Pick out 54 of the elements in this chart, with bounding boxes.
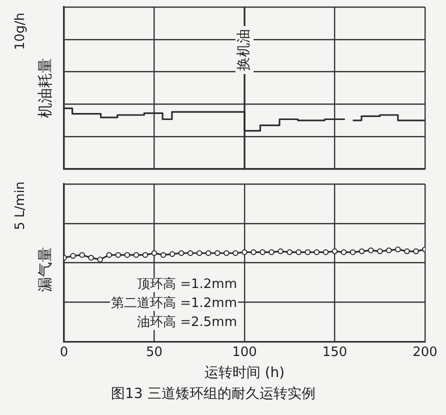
point <box>178 250 184 256</box>
point <box>260 249 266 256</box>
x-axis-title: 运转时间 (h) <box>204 365 285 382</box>
point <box>340 249 347 256</box>
point <box>395 246 401 252</box>
point <box>304 249 311 256</box>
point <box>187 250 194 256</box>
x-tick-label: 200 <box>412 344 438 360</box>
annotation: 油环高 =2.5mm <box>136 315 238 330</box>
point <box>322 249 329 256</box>
point <box>160 252 166 258</box>
point <box>358 248 365 254</box>
point <box>206 250 212 256</box>
point <box>232 250 238 256</box>
point <box>386 247 392 254</box>
point <box>196 250 202 256</box>
point <box>115 252 122 258</box>
caption: 图13 三道矮环组的耐久运转实例 <box>110 386 316 402</box>
point <box>404 248 410 254</box>
point <box>79 252 85 258</box>
point <box>97 256 103 262</box>
point <box>413 248 419 254</box>
point <box>296 249 302 256</box>
point <box>376 248 383 254</box>
point <box>278 248 284 254</box>
x-tick-label: 0 <box>60 344 68 360</box>
annotation: 第二道环高 =1.2mm <box>110 296 238 312</box>
text: 5 L/min <box>13 181 28 230</box>
point <box>268 249 274 256</box>
y-axis-title: 漏气量 <box>36 247 54 292</box>
point <box>142 252 148 258</box>
point <box>224 250 230 256</box>
point <box>88 254 94 261</box>
ref-line-label: 换机油 <box>236 29 252 71</box>
x-tick-label: 150 <box>322 344 348 360</box>
text: 10g/h <box>13 12 28 50</box>
point <box>70 252 76 259</box>
point <box>332 248 338 254</box>
point <box>169 251 176 257</box>
point <box>242 249 248 256</box>
point <box>151 250 158 256</box>
point <box>124 252 130 258</box>
point <box>286 249 293 256</box>
x-tick-label: 100 <box>232 344 257 360</box>
y-axis-title: 机油耗量 <box>36 58 54 118</box>
point <box>106 252 112 258</box>
point <box>314 249 320 256</box>
point <box>368 247 374 254</box>
annotation: 顶环高 =1.2mm <box>136 277 238 292</box>
point <box>214 250 220 256</box>
point <box>133 252 140 258</box>
x-tick-label: 50 <box>146 344 163 360</box>
point <box>250 249 256 256</box>
point <box>350 249 356 256</box>
